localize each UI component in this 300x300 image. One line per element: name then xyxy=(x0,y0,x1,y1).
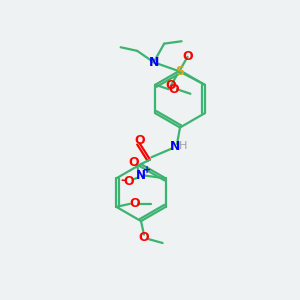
Text: O: O xyxy=(134,134,145,147)
Text: O: O xyxy=(139,231,149,244)
Text: S: S xyxy=(175,65,184,78)
Text: +: + xyxy=(143,165,151,175)
Text: O: O xyxy=(129,156,140,169)
Text: O: O xyxy=(166,79,176,92)
Text: -: - xyxy=(121,174,126,187)
Text: N: N xyxy=(136,169,146,182)
Text: N: N xyxy=(170,140,181,154)
Text: N: N xyxy=(148,56,159,69)
Text: O: O xyxy=(124,176,134,188)
Text: H: H xyxy=(179,140,187,151)
Text: O: O xyxy=(129,197,140,210)
Text: O: O xyxy=(168,83,178,96)
Text: O: O xyxy=(182,50,193,63)
